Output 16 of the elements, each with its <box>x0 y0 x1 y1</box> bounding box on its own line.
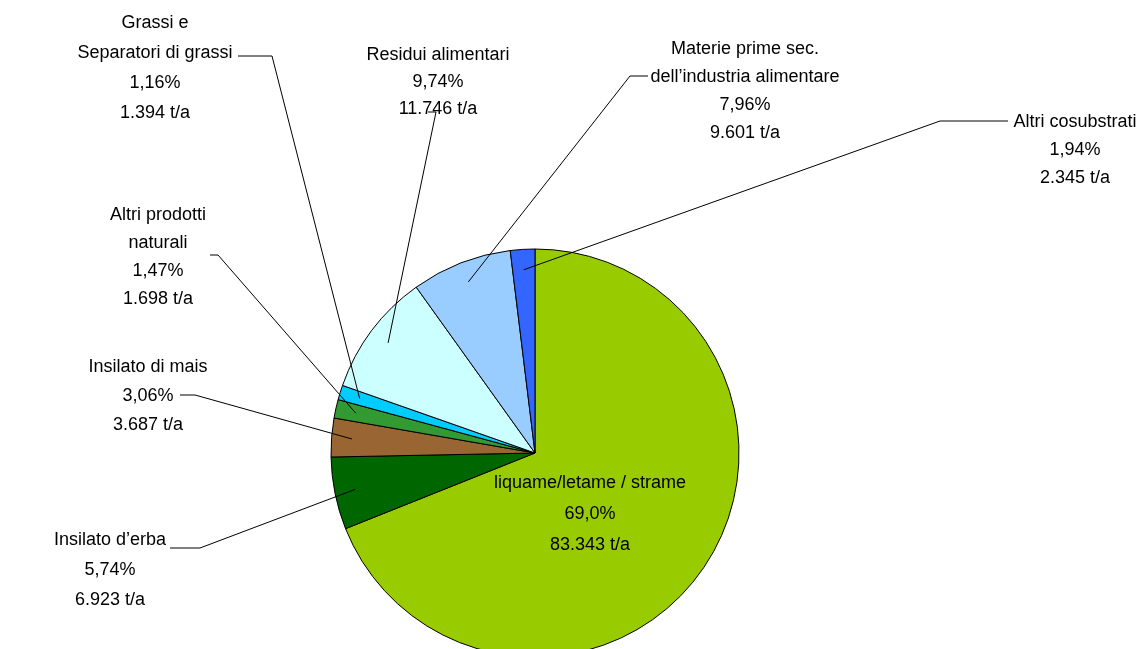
data-label: 1,16% 1.394 t/a <box>119 72 192 122</box>
data-label: 5,74% 6.923 t/a <box>74 559 147 609</box>
slice-label: Insilato di mais <box>88 356 208 376</box>
slice-label: Grassi e Separatori di grassi <box>77 12 233 62</box>
data-label: 1,94% 2.345 t/a <box>1039 139 1112 187</box>
slice-label: Altri prodotti naturali <box>109 204 207 252</box>
data-label: 9,74% 11.746 t/a <box>398 71 479 118</box>
slice-label: Materie prime sec. dell’industria alimentare <box>650 38 840 86</box>
data-label: 1,47% 1.698 t/a <box>122 260 195 308</box>
slice-label: Altri cosubstrati <box>1013 111 1137 131</box>
data-label: 69,0% 83.343 t/a <box>549 503 632 554</box>
slice-label: liquame/letame / strame <box>493 472 687 492</box>
slice-label: Insilato d’erba <box>53 529 168 549</box>
data-label: 3,06% 3.687 t/a <box>112 385 185 434</box>
slice-label: Residui alimentari <box>366 44 510 64</box>
data-label: 7,96% 9.601 t/a <box>709 94 782 142</box>
